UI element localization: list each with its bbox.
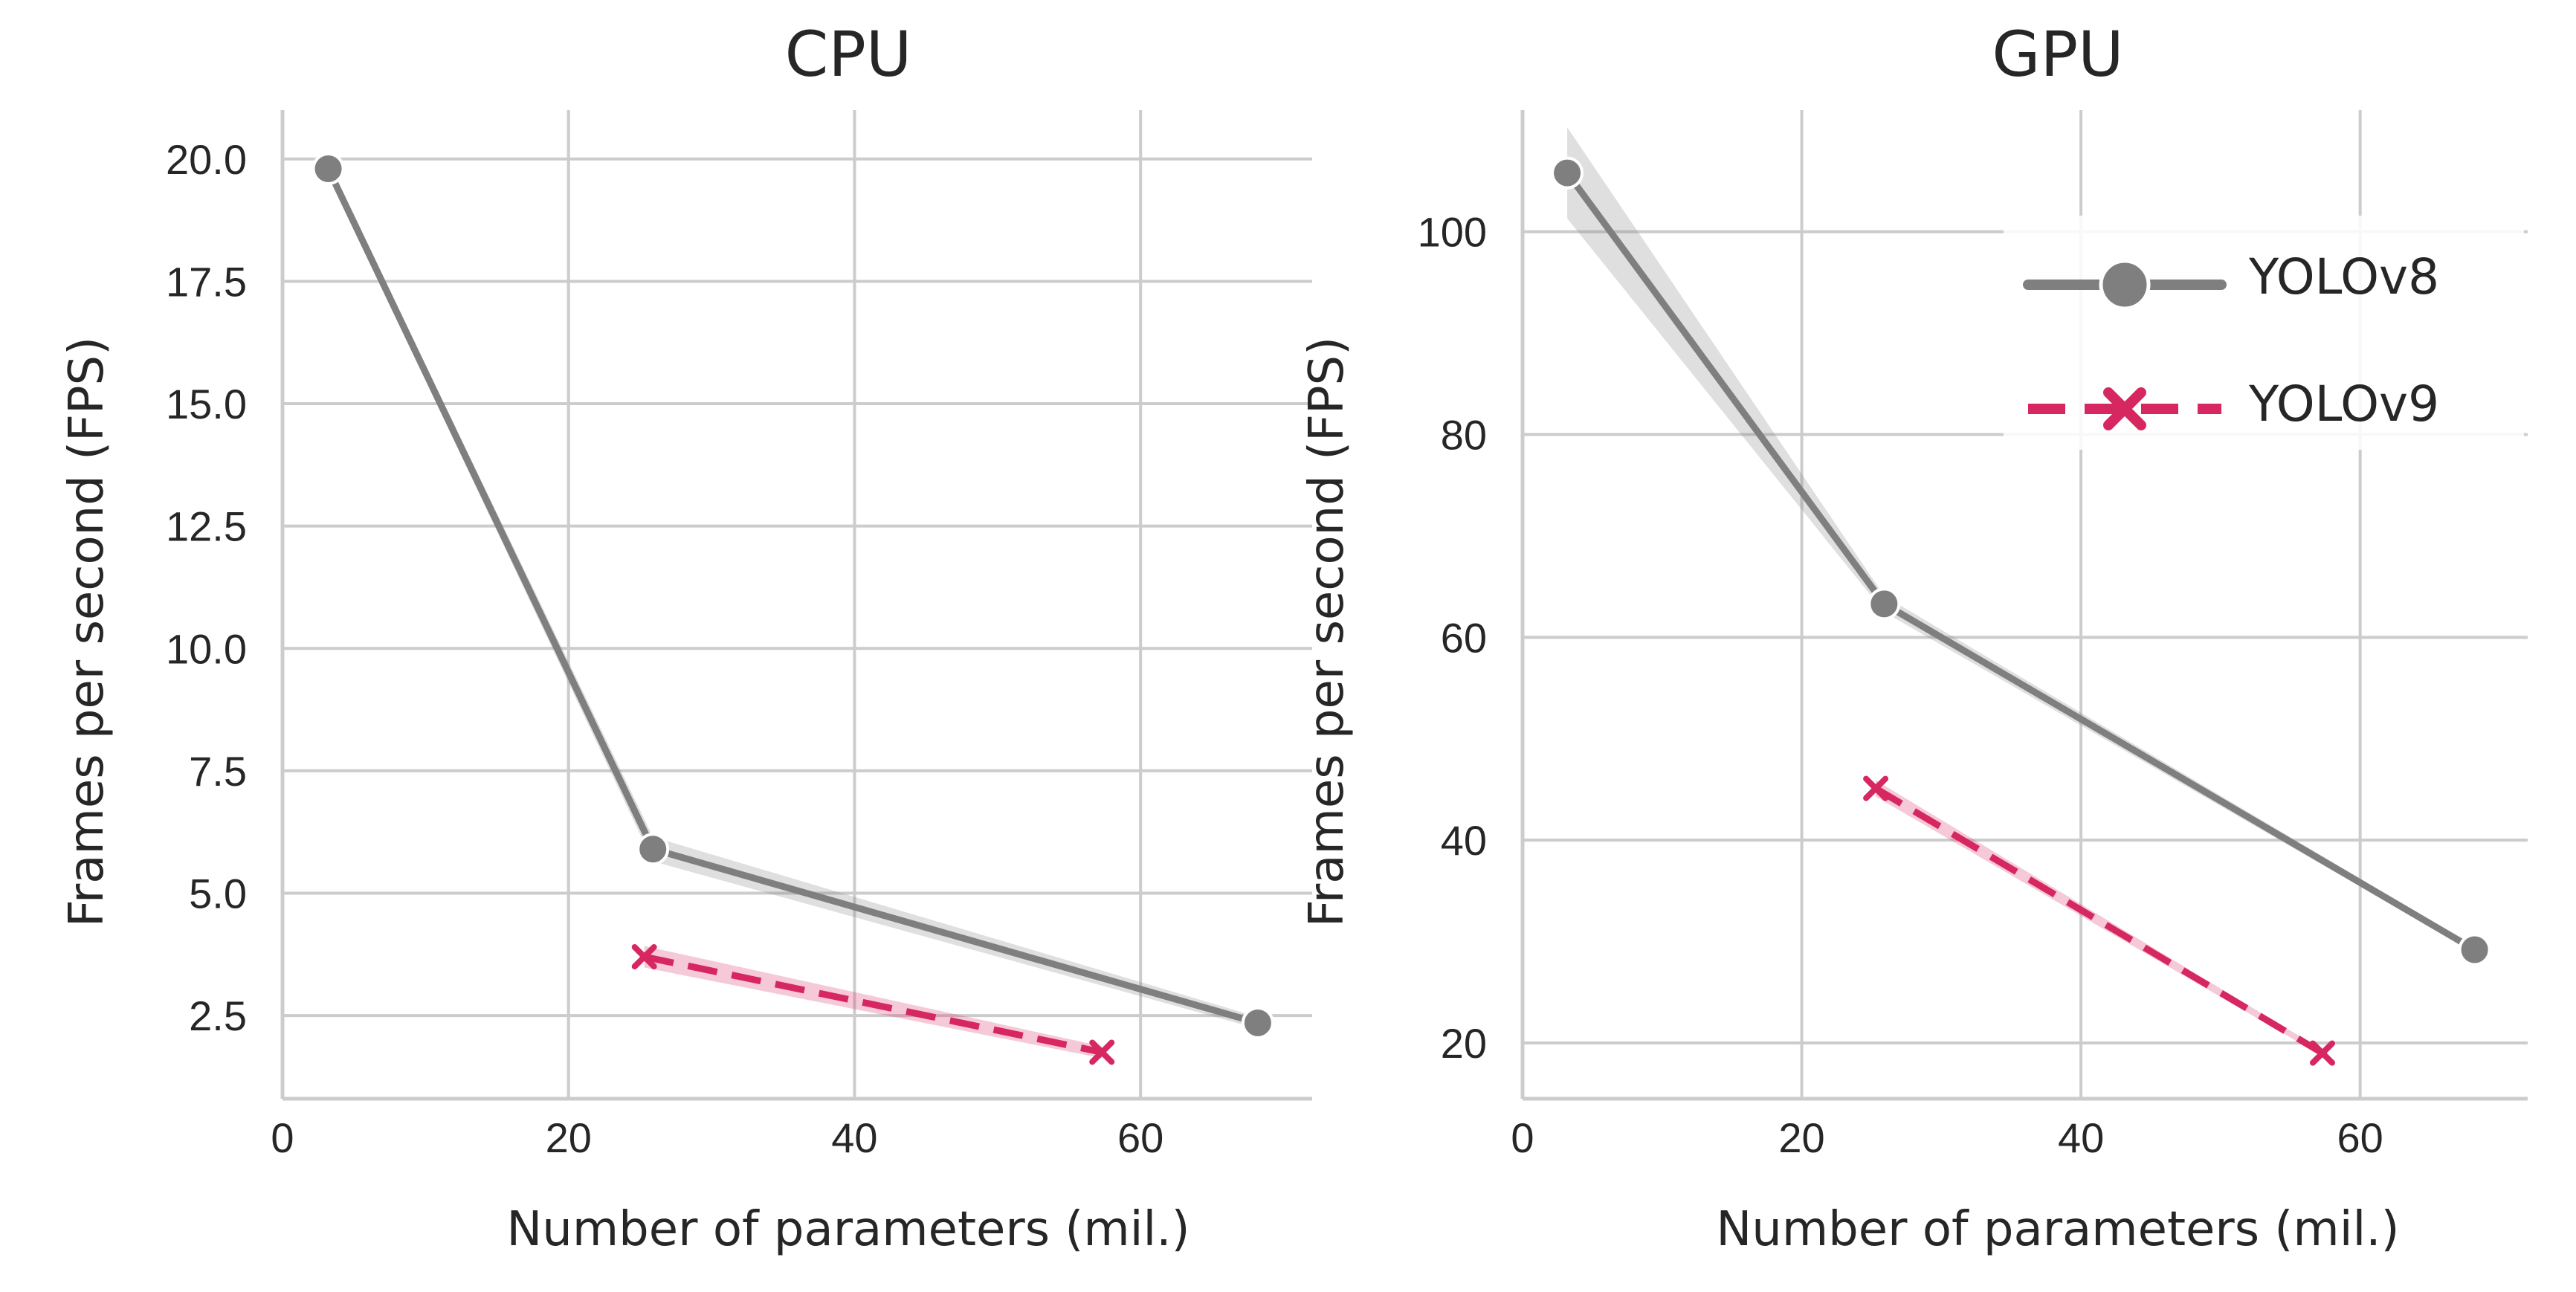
gpu-panel: GPU Number of parameters (mil.) Frames p…	[1300, 18, 2528, 1257]
cpu-ytick-2: 7.5	[189, 748, 247, 795]
gpu-ytick-4: 100	[1418, 209, 1487, 256]
gpu-ylabel: Frames per second (FPS)	[1300, 337, 1355, 927]
cpu-grid	[281, 110, 1312, 1099]
cpu-title: CPU	[785, 18, 912, 91]
cpu-ytick-4: 12.5	[166, 503, 247, 550]
cpu-yolov8-ci-band	[328, 163, 1258, 1029]
gpu-yolov9-point-1	[2309, 1040, 2335, 1066]
gpu-ytick-3: 80	[1441, 412, 1487, 459]
cpu-yolov8-point-2	[1241, 1006, 1274, 1039]
legend-yolov8-marker	[2099, 259, 2151, 311]
cpu-xlabel: Number of parameters (mil.)	[506, 1202, 1189, 1257]
gpu-yolov9-point-0	[1863, 775, 1889, 801]
gpu-yolov9-ci-band	[1876, 780, 2322, 1056]
cpu-ylabel: Frames per second (FPS)	[59, 337, 114, 927]
cpu-yolov9-line	[643, 953, 1103, 1056]
gpu-ytick-2: 60	[1441, 614, 1487, 661]
cpu-xtick-60: 60	[1117, 1114, 1163, 1161]
gpu-xtick-60: 60	[2337, 1114, 2383, 1161]
gpu-xlabel: Number of parameters (mil.)	[1716, 1202, 2399, 1257]
gpu-xtick-40: 40	[2058, 1114, 2104, 1161]
cpu-xtick-20: 20	[546, 1114, 592, 1161]
cpu-xtick-0: 0	[271, 1114, 294, 1161]
gpu-title: GPU	[1992, 18, 2123, 91]
cpu-yolov9-point-0	[631, 944, 657, 970]
cpu-ytick-6: 17.5	[166, 258, 247, 305]
cpu-yolov9-point-1	[1089, 1039, 1115, 1065]
cpu-yolov8-point-0	[311, 152, 345, 186]
legend: YOLOv8 YOLOv9	[2004, 216, 2524, 450]
cpu-ytick-1: 5.0	[189, 870, 247, 917]
cpu-series-yolov8	[311, 152, 1274, 1039]
legend-yolov9-label: YOLOv9	[2248, 375, 2439, 433]
gpu-yolov8-point-1	[1868, 587, 1901, 621]
cpu-panel: CPU Number of parameters (mil.) Frames p…	[59, 18, 1312, 1257]
gpu-series-yolov8	[1551, 127, 2491, 966]
cpu-yolov8-point-1	[636, 833, 670, 866]
gpu-series-yolov9	[1863, 775, 2335, 1066]
legend-yolov9-marker	[2103, 387, 2146, 430]
gpu-xtick-0: 0	[1511, 1114, 1534, 1161]
cpu-xtick-40: 40	[831, 1114, 877, 1161]
cpu-ytick-5: 15.0	[166, 381, 247, 427]
cpu-series-yolov9	[631, 944, 1115, 1065]
gpu-ytick-1: 40	[1441, 817, 1487, 864]
cpu-ytick-0: 2.5	[189, 992, 247, 1039]
gpu-yolov8-point-2	[2458, 933, 2491, 966]
legend-yolov8-label: YOLOv8	[2248, 248, 2439, 306]
cpu-ytick-3: 10.0	[166, 625, 247, 672]
cpu-ytick-7: 20.0	[166, 136, 247, 183]
gpu-xtick-20: 20	[1778, 1114, 1824, 1161]
gpu-ytick-0: 20	[1441, 1020, 1487, 1067]
gpu-yolov8-point-0	[1551, 156, 1584, 190]
